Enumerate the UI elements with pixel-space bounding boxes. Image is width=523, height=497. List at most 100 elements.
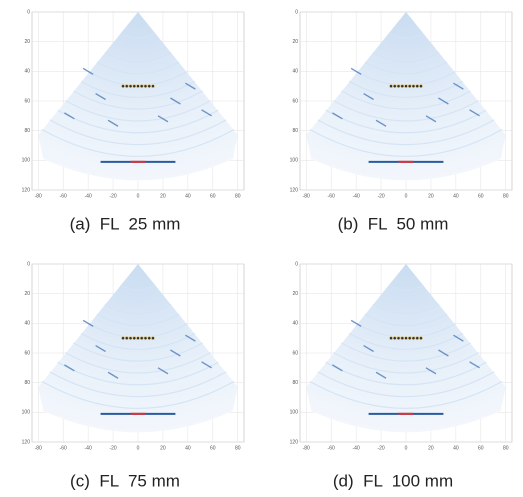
image-reflector bbox=[390, 337, 393, 340]
image-reflector bbox=[140, 337, 143, 340]
image-reflector bbox=[129, 85, 132, 88]
x-tick-label: 80 bbox=[235, 445, 241, 451]
x-tick-label: -80 bbox=[35, 445, 42, 451]
image-reflector bbox=[133, 337, 136, 340]
image-reflector bbox=[137, 337, 140, 340]
image-reflector bbox=[393, 337, 396, 340]
x-tick-label: 80 bbox=[235, 193, 241, 199]
y-tick-label: 40 bbox=[292, 69, 298, 75]
y-tick-label: 120 bbox=[290, 439, 299, 445]
image-reflector bbox=[408, 337, 411, 340]
image-reflector bbox=[416, 85, 419, 88]
figure: -80 -60 -40 -20 0 20 40 60 80 0 20 40 60 80 100 120 (a) … bbox=[0, 0, 523, 497]
y-tick-label: 120 bbox=[290, 187, 299, 193]
image-reflector bbox=[401, 85, 404, 88]
y-tick-label: 0 bbox=[295, 9, 298, 15]
y-tick-label: 0 bbox=[295, 261, 298, 267]
y-tick-label: 60 bbox=[292, 350, 298, 356]
image-reflector bbox=[412, 337, 415, 340]
x-tick-label: 40 bbox=[185, 193, 191, 199]
x-tick-label: 60 bbox=[210, 193, 216, 199]
y-tick-label: 60 bbox=[24, 98, 30, 104]
panel: -80-60-40-20020406080020406080100120 bbox=[22, 261, 244, 451]
caption: (b) FL 50 mm bbox=[338, 214, 449, 233]
x-tick-label: -20 bbox=[109, 445, 116, 451]
x-tick-label: 0 bbox=[137, 193, 140, 199]
y-tick-label: 120 bbox=[22, 187, 31, 193]
y-tick-label: 0 bbox=[27, 261, 30, 267]
image-reflector bbox=[401, 337, 404, 340]
x-tick-label: -40 bbox=[353, 193, 360, 199]
image-reflector bbox=[122, 85, 125, 88]
image-reflector bbox=[133, 85, 136, 88]
y-tick-label: 100 bbox=[22, 410, 31, 416]
image-fan bbox=[38, 12, 238, 180]
image-reflector bbox=[125, 85, 128, 88]
image-reflector bbox=[144, 85, 147, 88]
image-reflector bbox=[408, 85, 411, 88]
panel: -80-60-40-20020406080020406080100120 bbox=[290, 9, 512, 199]
x-tick-label: 40 bbox=[453, 445, 459, 451]
image-reflector bbox=[416, 337, 419, 340]
image-reflector bbox=[137, 85, 140, 88]
y-tick-label: 40 bbox=[24, 69, 30, 75]
y-tick-label: 0 bbox=[27, 9, 30, 15]
y-tick-label: 80 bbox=[292, 128, 298, 134]
y-tick-label: 20 bbox=[292, 291, 298, 297]
caption: (a) FL 25 mm bbox=[70, 214, 181, 233]
x-tick-label: 20 bbox=[160, 193, 166, 199]
image-reflector bbox=[412, 85, 415, 88]
y-tick-label: 100 bbox=[290, 410, 299, 416]
image-reflector bbox=[397, 337, 400, 340]
image-reflector bbox=[122, 337, 125, 340]
y-tick-label: 80 bbox=[292, 380, 298, 386]
x-tick-label: 20 bbox=[428, 445, 434, 451]
image-reflector bbox=[140, 85, 143, 88]
image-fan bbox=[38, 264, 238, 432]
x-tick-label: -60 bbox=[328, 445, 335, 451]
image-reflector bbox=[405, 337, 408, 340]
y-tick-label: 80 bbox=[24, 128, 30, 134]
x-tick-label: -40 bbox=[85, 193, 92, 199]
x-tick-label: 20 bbox=[428, 193, 434, 199]
y-tick-label: 120 bbox=[22, 439, 31, 445]
y-tick-label: 20 bbox=[292, 39, 298, 45]
x-tick-label: -60 bbox=[328, 193, 335, 199]
x-tick-label: 60 bbox=[210, 445, 216, 451]
x-tick-label: 20 bbox=[160, 445, 166, 451]
x-tick-label: -20 bbox=[377, 193, 384, 199]
y-tick-label: 60 bbox=[24, 350, 30, 356]
image-reflector bbox=[393, 85, 396, 88]
x-tick-label: 0 bbox=[405, 193, 408, 199]
image-reflector bbox=[125, 337, 128, 340]
x-tick-label: -40 bbox=[353, 445, 360, 451]
y-tick-label: 80 bbox=[24, 380, 30, 386]
x-tick-label: 0 bbox=[405, 445, 408, 451]
image-reflector bbox=[148, 337, 151, 340]
x-tick-label: -80 bbox=[303, 193, 310, 199]
x-tick-label: 60 bbox=[478, 193, 484, 199]
image-reflector bbox=[419, 85, 422, 88]
image-reflector bbox=[129, 337, 132, 340]
image-reflector bbox=[390, 85, 393, 88]
y-tick-label: 100 bbox=[22, 158, 31, 164]
image-reflector bbox=[151, 85, 154, 88]
caption: (d) FL 100 mm bbox=[333, 471, 453, 490]
x-tick-label: 80 bbox=[503, 193, 509, 199]
x-tick-label: 60 bbox=[478, 445, 484, 451]
image-reflector bbox=[144, 337, 147, 340]
image-reflector bbox=[151, 337, 154, 340]
x-tick-label: -60 bbox=[60, 445, 67, 451]
y-tick-label: 100 bbox=[290, 158, 299, 164]
image-reflector bbox=[405, 85, 408, 88]
x-tick-label: 80 bbox=[503, 445, 509, 451]
y-tick-label: 20 bbox=[24, 291, 30, 297]
image-reflector bbox=[148, 85, 151, 88]
x-tick-label: -80 bbox=[35, 193, 42, 199]
image-reflector bbox=[397, 85, 400, 88]
image-fan bbox=[306, 264, 506, 432]
x-tick-label: -20 bbox=[377, 445, 384, 451]
x-tick-label: -20 bbox=[109, 193, 116, 199]
y-tick-label: 40 bbox=[292, 321, 298, 327]
